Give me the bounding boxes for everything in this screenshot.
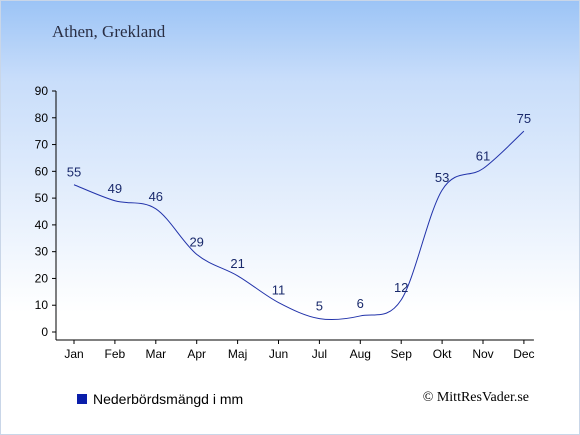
x-tick-label: Nov: [472, 347, 493, 361]
data-label: 75: [517, 111, 531, 126]
legend-label: Nederbördsmängd i mm: [93, 391, 244, 407]
legend-swatch: [77, 394, 87, 404]
data-label: 55: [67, 165, 81, 180]
x-tick-label: Sep: [391, 347, 413, 361]
y-tick-label: 50: [35, 191, 49, 205]
x-tick-label: Jun: [269, 347, 288, 361]
x-tick-label: Jan: [64, 347, 83, 361]
data-label: 21: [230, 256, 244, 271]
data-label: 11: [272, 283, 286, 298]
chart-title: Athen, Grekland: [52, 22, 166, 41]
x-tick-label: Apr: [187, 347, 206, 361]
data-label: 46: [149, 189, 163, 204]
data-label: 12: [394, 280, 408, 295]
x-tick-label: Dec: [513, 347, 534, 361]
data-label: 5: [316, 299, 323, 314]
y-tick-label: 40: [35, 218, 49, 232]
credit-text: © MittResVader.se: [422, 390, 529, 405]
data-label: 49: [108, 181, 122, 196]
x-tick-label: Jul: [312, 347, 327, 361]
y-tick-label: 10: [35, 298, 49, 312]
x-tick-label: Aug: [350, 347, 371, 361]
series-line: [73, 130, 525, 321]
x-tick-label: Maj: [228, 347, 247, 361]
x-tick-label: Okt: [433, 347, 452, 361]
y-tick-label: 70: [35, 138, 49, 152]
y-tick-label: 0: [41, 325, 48, 339]
y-tick-label: 80: [35, 111, 49, 125]
y-tick-label: 30: [35, 245, 49, 259]
data-label: 53: [435, 170, 449, 185]
data-label: 29: [189, 234, 203, 249]
legend: Nederbördsmängd i mm: [77, 391, 243, 407]
y-tick-label: 90: [35, 84, 49, 98]
x-tick-label: Mar: [145, 347, 166, 361]
data-label: 6: [357, 296, 364, 311]
y-tick-label: 60: [35, 164, 49, 178]
x-tick-label: Feb: [105, 347, 126, 361]
data-label: 61: [476, 149, 490, 164]
y-tick-label: 20: [35, 271, 49, 285]
